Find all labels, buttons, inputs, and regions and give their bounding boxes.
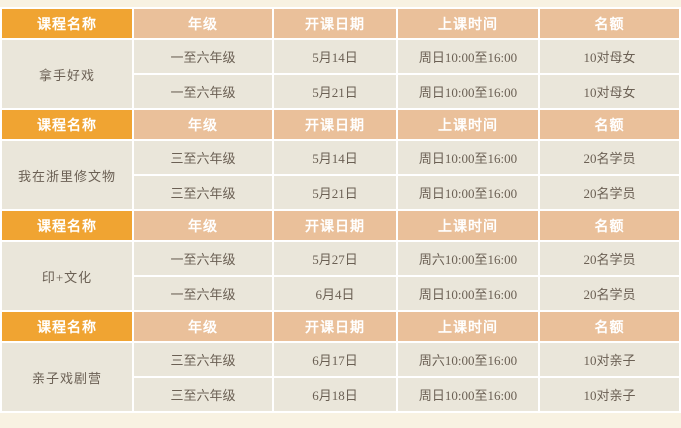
quota-cell: 10对亲子 <box>540 378 679 411</box>
grade-cell: 一至六年级 <box>134 40 272 73</box>
date-cell: 6月18日 <box>274 378 396 411</box>
quota-cell: 10对亲子 <box>540 343 679 376</box>
column-header-3: 上课时间 <box>398 110 538 139</box>
column-header-3: 上课时间 <box>398 312 538 341</box>
data-row: 印+文化 一至六年级 5月27日 周六10:00至16:00 20名学员 <box>2 242 679 310</box>
quota-cell: 20名学员 <box>540 242 679 275</box>
time-cell: 周日10:00至16:00 <box>398 141 538 174</box>
column-header-0: 课程名称 <box>2 211 132 240</box>
column-header-0: 课程名称 <box>2 110 132 139</box>
time-cell: 周六10:00至16:00 <box>398 343 538 376</box>
date-cell: 5月21日 <box>274 176 396 209</box>
course-name-cell: 我在浙里修文物 <box>2 141 132 209</box>
course-schedule-table: 课程名称 年级 开课日期 上课时间 名额 拿手好戏 一至六年级 5月14日 周日10:00至16… <box>0 7 681 413</box>
column-header-1: 年级 <box>134 9 272 38</box>
data-row: 三至六年级 5月21日 周日10:00至16:00 20名学员 <box>2 176 679 209</box>
quota-cell: 20名学员 <box>540 176 679 209</box>
column-header-4: 名额 <box>540 312 679 341</box>
date-cell: 5月14日 <box>274 141 396 174</box>
column-header-1: 年级 <box>134 110 272 139</box>
time-cell: 周日10:00至16:00 <box>398 378 538 411</box>
section-header-row: 课程名称 年级 开课日期 上课时间 名额 <box>2 110 679 139</box>
grade-cell: 三至六年级 <box>134 141 272 174</box>
course-table-body: 课程名称 年级 开课日期 上课时间 名额 拿手好戏 一至六年级 5月14日 周日10:00至16… <box>2 9 679 411</box>
data-row: 三至六年级 6月18日 周日10:00至16:00 10对亲子 <box>2 378 679 411</box>
data-row: 一至六年级 5月21日 周日10:00至16:00 10对母女 <box>2 75 679 108</box>
quota-cell: 10对母女 <box>540 75 679 108</box>
grade-cell: 一至六年级 <box>134 242 272 275</box>
grade-cell: 三至六年级 <box>134 176 272 209</box>
grade-cell: 三至六年级 <box>134 378 272 411</box>
date-cell: 5月27日 <box>274 242 396 275</box>
column-header-2: 开课日期 <box>274 110 396 139</box>
time-cell: 周日10:00至16:00 <box>398 75 538 108</box>
section-header-row: 课程名称 年级 开课日期 上课时间 名额 <box>2 211 679 240</box>
time-cell: 周日10:00至16:00 <box>398 277 538 310</box>
grade-cell: 一至六年级 <box>134 75 272 108</box>
column-header-4: 名额 <box>540 110 679 139</box>
time-cell: 周六10:00至16:00 <box>398 242 538 275</box>
column-header-4: 名额 <box>540 211 679 240</box>
column-header-3: 上课时间 <box>398 9 538 38</box>
section-header-row: 课程名称 年级 开课日期 上课时间 名额 <box>2 312 679 341</box>
quota-cell: 20名学员 <box>540 277 679 310</box>
column-header-0: 课程名称 <box>2 312 132 341</box>
column-header-4: 名额 <box>540 9 679 38</box>
data-row: 拿手好戏 一至六年级 5月14日 周日10:00至16:00 10对母女 <box>2 40 679 108</box>
date-cell: 5月21日 <box>274 75 396 108</box>
column-header-3: 上课时间 <box>398 211 538 240</box>
date-cell: 5月14日 <box>274 40 396 73</box>
column-header-0: 课程名称 <box>2 9 132 38</box>
column-header-2: 开课日期 <box>274 211 396 240</box>
grade-cell: 一至六年级 <box>134 277 272 310</box>
grade-cell: 三至六年级 <box>134 343 272 376</box>
column-header-2: 开课日期 <box>274 312 396 341</box>
section-header-row: 课程名称 年级 开课日期 上课时间 名额 <box>2 9 679 38</box>
data-row: 一至六年级 6月4日 周日10:00至16:00 20名学员 <box>2 277 679 310</box>
time-cell: 周日10:00至16:00 <box>398 40 538 73</box>
column-header-1: 年级 <box>134 312 272 341</box>
data-row: 我在浙里修文物 三至六年级 5月14日 周日10:00至16:00 20名学员 <box>2 141 679 209</box>
data-row: 亲子戏剧营 三至六年级 6月17日 周六10:00至16:00 10对亲子 <box>2 343 679 411</box>
time-cell: 周日10:00至16:00 <box>398 176 538 209</box>
course-name-cell: 拿手好戏 <box>2 40 132 108</box>
schedule-page: 课程名称 年级 开课日期 上课时间 名额 拿手好戏 一至六年级 5月14日 周日10:00至16… <box>0 7 681 428</box>
course-name-cell: 印+文化 <box>2 242 132 310</box>
column-header-1: 年级 <box>134 211 272 240</box>
column-header-2: 开课日期 <box>274 9 396 38</box>
date-cell: 6月17日 <box>274 343 396 376</box>
quota-cell: 10对母女 <box>540 40 679 73</box>
date-cell: 6月4日 <box>274 277 396 310</box>
course-name-cell: 亲子戏剧营 <box>2 343 132 411</box>
quota-cell: 20名学员 <box>540 141 679 174</box>
